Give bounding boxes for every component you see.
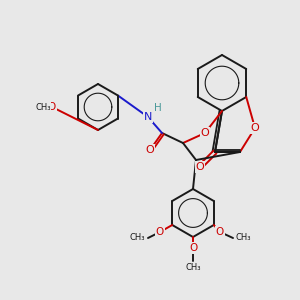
Text: CH₃: CH₃ <box>185 263 201 272</box>
Text: CH₃: CH₃ <box>236 233 251 242</box>
Text: O: O <box>250 123 260 133</box>
Text: H: H <box>154 103 162 113</box>
Text: CH₃: CH₃ <box>35 103 51 112</box>
Text: O: O <box>156 227 164 237</box>
Text: N: N <box>144 112 152 122</box>
Text: O: O <box>48 102 56 112</box>
Text: O: O <box>216 227 224 237</box>
Text: O: O <box>201 128 209 138</box>
Text: O: O <box>146 145 154 155</box>
Text: CH₃: CH₃ <box>130 233 145 242</box>
Text: O: O <box>189 243 197 253</box>
Text: O: O <box>196 162 204 172</box>
